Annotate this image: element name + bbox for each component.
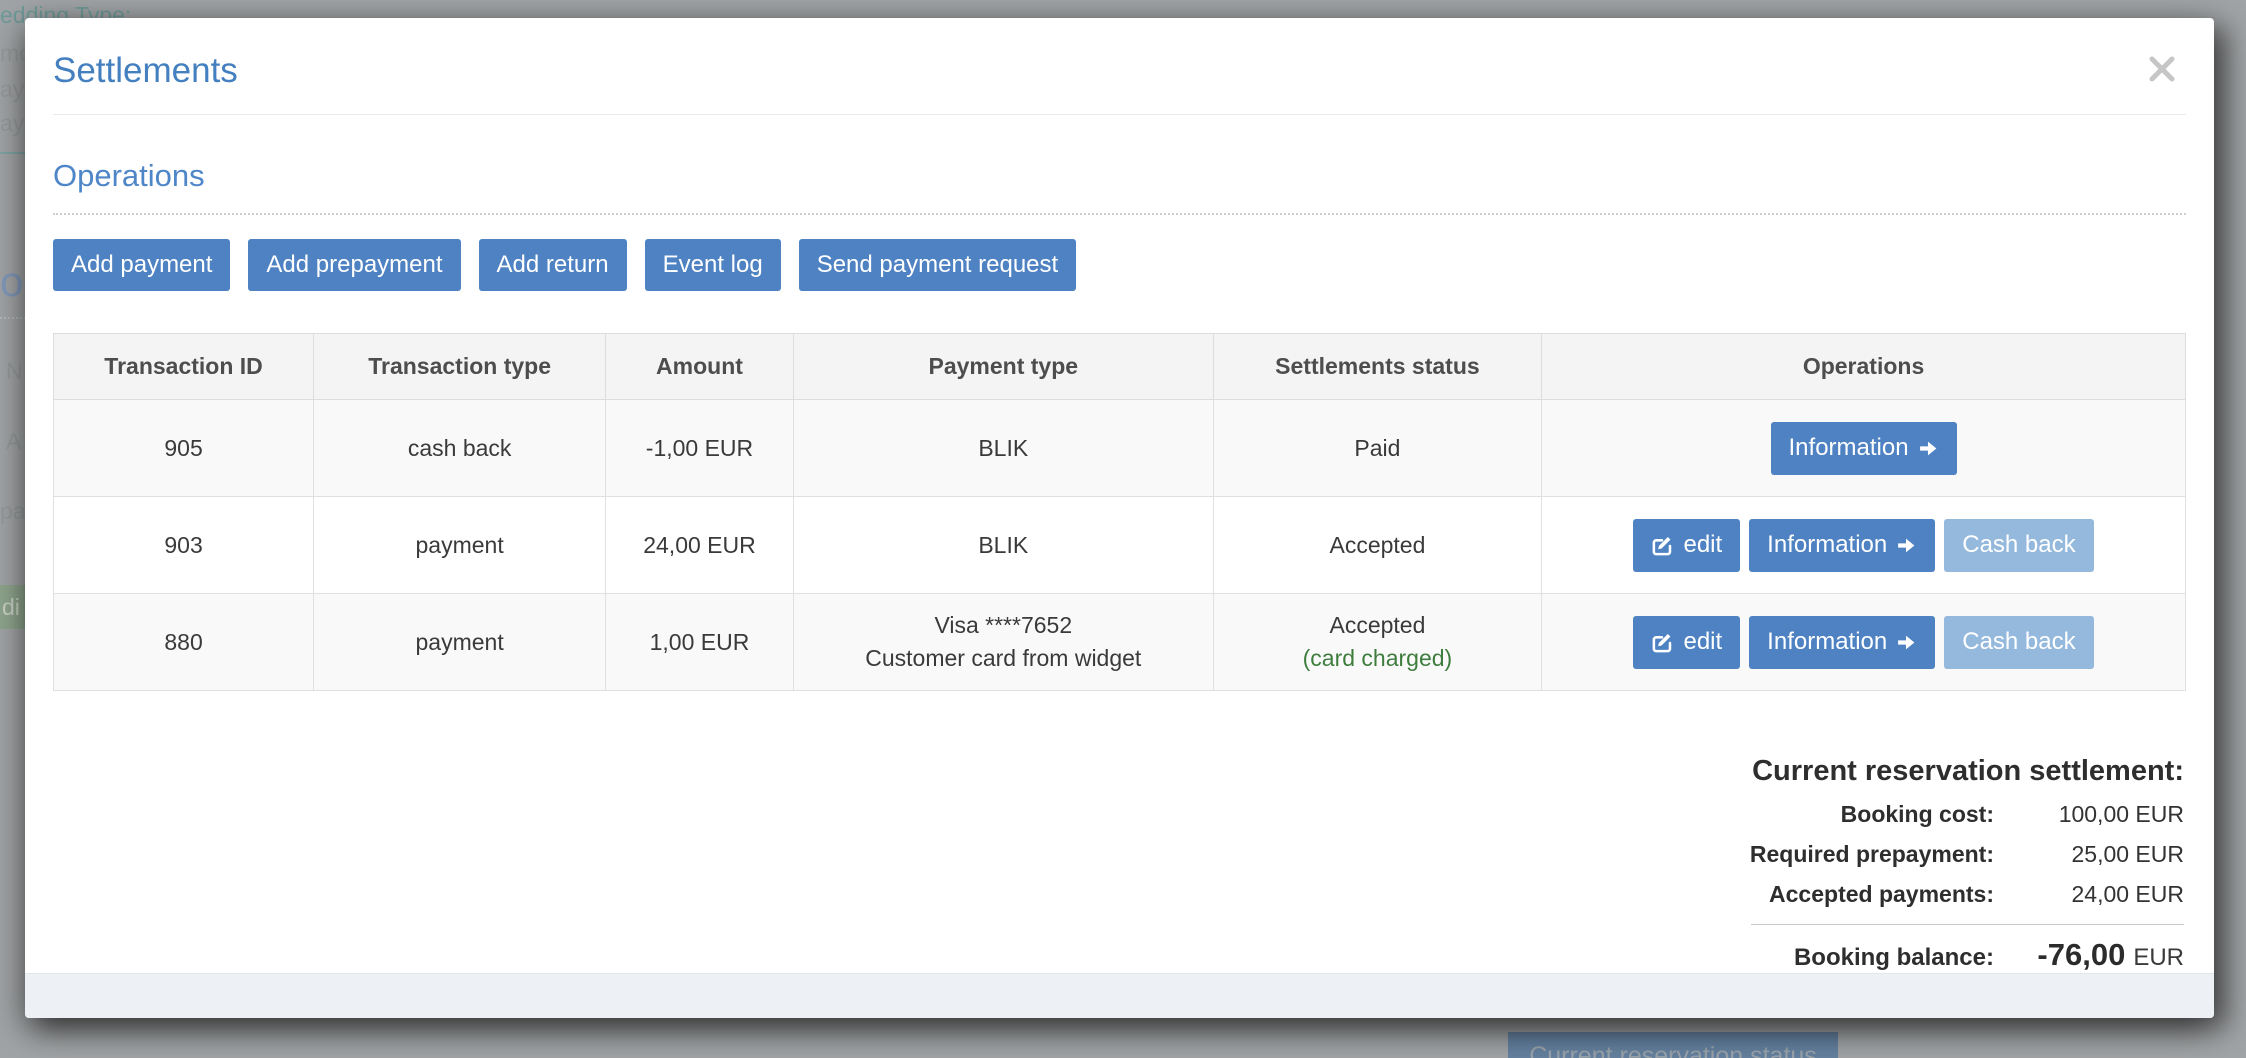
modal-footer	[25, 973, 2214, 1018]
close-icon	[2146, 56, 2178, 88]
reservation-settlement-summary: Current reservation settlement: Booking …	[53, 755, 2186, 973]
bg-fragment: ay	[0, 76, 25, 102]
cash-back-button-label: Cash back	[1962, 531, 2076, 559]
settlements-table: Transaction ID Transaction type Amount P…	[52, 333, 2186, 692]
cell-payment-type: BLIK	[792, 496, 1214, 595]
information-button[interactable]: Information	[1770, 422, 1957, 475]
table-row: 903 payment 24,00 EUR BLIK Accepted	[52, 496, 2186, 595]
booking-balance-amount: -76,00	[2037, 937, 2126, 973]
cell-operations: edit Information Cash back	[1541, 496, 2186, 595]
summary-row-booking-balance: Booking balance: -76,00 EUR	[1794, 937, 2184, 973]
cash-back-button-label: Cash back	[1962, 628, 2076, 656]
settlements-modal: Settlements Operations Add payment Add p…	[25, 18, 2214, 1018]
cell-amount: 24,00 EUR	[605, 496, 794, 595]
summary-label: Accepted payments:	[1769, 881, 1994, 908]
operations-toolbar: Add payment Add prepayment Add return Ev…	[53, 213, 2186, 292]
cell-payment-type: Visa ****7652 Customer card from widget	[792, 593, 1214, 692]
summary-title: Current reservation settlement:	[1752, 755, 2184, 788]
summary-row-booking-cost: Booking cost: 100,00 EUR	[1841, 801, 2184, 828]
edit-button[interactable]: edit	[1633, 616, 1741, 669]
cell-settlements-status: Accepted (card charged)	[1212, 593, 1543, 692]
status-note: (card charged)	[1302, 645, 1453, 672]
background-hidden-button-label: Current reservation status	[1529, 1042, 1817, 1058]
booking-balance-currency: EUR	[2133, 944, 2184, 972]
add-prepayment-button[interactable]: Add prepayment	[248, 239, 461, 292]
table-header-row: Transaction ID Transaction type Amount P…	[52, 333, 2186, 401]
edit-icon	[1651, 631, 1674, 654]
edit-icon	[1651, 534, 1674, 557]
edit-button[interactable]: edit	[1633, 519, 1741, 572]
arrow-right-icon	[1918, 438, 1939, 459]
summary-value: 100,00 EUR	[2058, 801, 2184, 828]
payment-type-line2: Customer card from widget	[865, 645, 1142, 672]
summary-label: Required prepayment:	[1749, 841, 1994, 868]
summary-row-required-prepayment: Required prepayment: 25,00 EUR	[1750, 841, 2184, 868]
operations-section-title: Operations	[53, 158, 205, 193]
cell-settlements-status: Accepted	[1212, 496, 1543, 595]
modal-title: Settlements	[53, 51, 238, 90]
col-header-settlements-status: Settlements status	[1212, 333, 1543, 401]
bg-fragment: N	[6, 358, 23, 384]
summary-value: 25,00 EUR	[2071, 841, 2184, 868]
cell-transaction-id: 905	[52, 399, 315, 498]
cell-transaction-type: cash back	[313, 399, 607, 498]
bg-dotted-divider	[0, 317, 26, 319]
information-button-label: Information	[1788, 434, 1909, 462]
event-log-button[interactable]: Event log	[644, 239, 781, 292]
cell-payment-type: BLIK	[792, 399, 1214, 498]
bg-fragment: pa	[0, 498, 26, 524]
modal-header: Settlements	[25, 18, 2214, 115]
summary-label: Booking cost:	[1840, 801, 1994, 828]
col-header-transaction-id: Transaction ID	[52, 333, 315, 401]
cash-back-button[interactable]: Cash back	[1944, 519, 2094, 572]
modal-body: Operations Add payment Add prepayment Ad…	[25, 115, 2214, 973]
edit-button-label: edit	[1683, 628, 1723, 656]
information-button-label: Information	[1767, 531, 1888, 559]
cell-amount: 1,00 EUR	[605, 593, 794, 692]
cell-amount: -1,00 EUR	[605, 399, 794, 498]
cell-transaction-id: 880	[52, 593, 315, 692]
header-divider	[53, 114, 2186, 115]
arrow-right-icon	[1896, 632, 1917, 653]
edit-button-label: edit	[1683, 531, 1723, 559]
summary-row-accepted-payments: Accepted payments: 24,00 EUR	[1769, 881, 2184, 908]
arrow-right-icon	[1896, 535, 1917, 556]
cell-settlements-status: Paid	[1212, 399, 1543, 498]
col-header-payment-type: Payment type	[792, 333, 1214, 401]
col-header-transaction-type: Transaction type	[313, 333, 607, 401]
col-header-operations: Operations	[1541, 333, 2186, 401]
cell-transaction-type: payment	[313, 496, 607, 595]
status-text: Accepted	[1329, 612, 1426, 639]
summary-label: Booking balance:	[1793, 944, 1994, 972]
bg-fragment: A	[6, 428, 22, 454]
summary-value: 24,00 EUR	[2071, 881, 2184, 908]
add-payment-button[interactable]: Add payment	[53, 239, 231, 292]
information-button[interactable]: Information	[1749, 616, 1936, 669]
payment-type-line1: Visa ****7652	[934, 612, 1073, 639]
cell-transaction-id: 903	[52, 496, 315, 595]
cell-transaction-type: payment	[313, 593, 607, 692]
cash-back-button[interactable]: Cash back	[1944, 616, 2094, 669]
table-row: 880 payment 1,00 EUR Visa ****7652 Custo…	[52, 593, 2186, 692]
close-button[interactable]	[2144, 52, 2180, 88]
bg-divider	[0, 152, 26, 154]
background-hidden-button: Current reservation status	[1508, 1032, 1838, 1058]
summary-divider	[1751, 924, 2184, 926]
table-row: 905 cash back -1,00 EUR BLIK Paid Inform…	[52, 399, 2186, 498]
information-button-label: Information	[1767, 628, 1888, 656]
cell-operations: Information	[1541, 399, 2186, 498]
information-button[interactable]: Information	[1749, 519, 1936, 572]
bg-green-badge: di	[0, 585, 26, 629]
col-header-amount: Amount	[605, 333, 794, 401]
add-return-button[interactable]: Add return	[478, 239, 627, 292]
bg-fragment: ay	[0, 110, 25, 136]
cell-operations: edit Information Cash back	[1541, 593, 2186, 692]
send-payment-request-button[interactable]: Send payment request	[798, 239, 1077, 292]
